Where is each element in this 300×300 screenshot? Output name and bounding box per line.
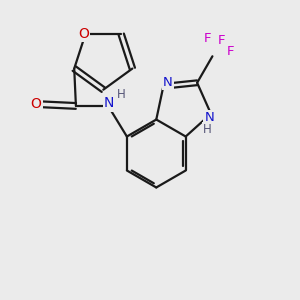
Text: O: O: [78, 27, 89, 40]
Text: F: F: [218, 34, 226, 46]
Text: N: N: [204, 111, 214, 124]
Text: H: H: [203, 123, 212, 136]
Text: O: O: [31, 97, 41, 111]
Text: F: F: [226, 45, 234, 58]
Text: N: N: [104, 96, 114, 110]
Text: F: F: [204, 32, 212, 45]
Text: H: H: [116, 88, 125, 100]
Text: N: N: [163, 76, 172, 89]
